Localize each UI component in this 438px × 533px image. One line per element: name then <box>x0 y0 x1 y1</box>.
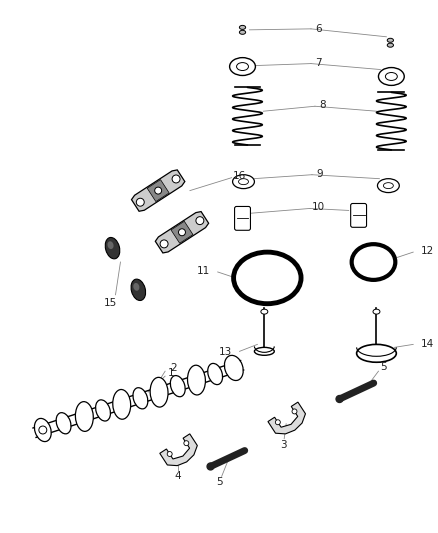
Text: 15: 15 <box>104 298 117 308</box>
FancyBboxPatch shape <box>235 206 251 230</box>
Text: 7: 7 <box>316 58 322 68</box>
Text: 8: 8 <box>320 100 326 110</box>
Circle shape <box>276 420 280 425</box>
Ellipse shape <box>133 387 148 409</box>
Ellipse shape <box>56 413 71 434</box>
Ellipse shape <box>170 376 185 397</box>
Ellipse shape <box>113 390 131 419</box>
Text: 16: 16 <box>233 171 246 181</box>
Circle shape <box>39 426 47 434</box>
Polygon shape <box>171 221 193 243</box>
Ellipse shape <box>133 283 139 291</box>
Text: 13: 13 <box>219 348 232 357</box>
Ellipse shape <box>107 241 113 249</box>
Circle shape <box>292 409 297 414</box>
Ellipse shape <box>240 30 246 34</box>
Circle shape <box>172 175 180 183</box>
Ellipse shape <box>383 183 393 189</box>
Ellipse shape <box>95 400 110 421</box>
Ellipse shape <box>35 418 51 441</box>
Text: 5: 5 <box>381 362 387 372</box>
Polygon shape <box>147 180 169 201</box>
Text: 1: 1 <box>168 368 175 378</box>
Ellipse shape <box>261 309 268 314</box>
Polygon shape <box>160 434 197 466</box>
Text: 10: 10 <box>311 203 325 213</box>
Ellipse shape <box>150 377 168 407</box>
Text: 11: 11 <box>197 266 210 276</box>
Text: 9: 9 <box>317 169 323 179</box>
Polygon shape <box>131 170 185 211</box>
Ellipse shape <box>385 72 397 80</box>
Ellipse shape <box>240 258 295 298</box>
Text: 6: 6 <box>316 24 322 34</box>
Ellipse shape <box>239 179 248 184</box>
Text: 12: 12 <box>421 246 434 256</box>
Text: 3: 3 <box>280 440 286 450</box>
Text: 4: 4 <box>175 471 181 481</box>
Text: 5: 5 <box>216 478 223 487</box>
Ellipse shape <box>208 364 223 385</box>
Ellipse shape <box>230 58 255 76</box>
Circle shape <box>207 463 214 470</box>
Polygon shape <box>155 212 208 253</box>
Ellipse shape <box>387 43 393 47</box>
Ellipse shape <box>373 309 380 314</box>
Text: 2: 2 <box>170 363 177 373</box>
Polygon shape <box>268 402 305 434</box>
Circle shape <box>167 451 172 456</box>
Ellipse shape <box>131 279 145 301</box>
Ellipse shape <box>237 62 248 70</box>
Ellipse shape <box>224 356 243 381</box>
Ellipse shape <box>254 348 274 356</box>
Ellipse shape <box>187 365 205 395</box>
FancyBboxPatch shape <box>351 204 367 227</box>
Ellipse shape <box>75 402 93 431</box>
Circle shape <box>336 395 343 402</box>
Ellipse shape <box>378 179 399 192</box>
Circle shape <box>136 198 144 206</box>
Ellipse shape <box>233 175 254 189</box>
Text: 14: 14 <box>421 340 434 350</box>
Ellipse shape <box>357 249 390 275</box>
Circle shape <box>179 229 185 236</box>
Ellipse shape <box>387 38 393 42</box>
Ellipse shape <box>105 237 120 259</box>
Circle shape <box>160 240 168 248</box>
Circle shape <box>196 217 204 224</box>
Ellipse shape <box>378 68 404 85</box>
Ellipse shape <box>240 26 246 29</box>
Circle shape <box>155 187 162 194</box>
Ellipse shape <box>357 344 396 362</box>
Circle shape <box>184 441 189 446</box>
